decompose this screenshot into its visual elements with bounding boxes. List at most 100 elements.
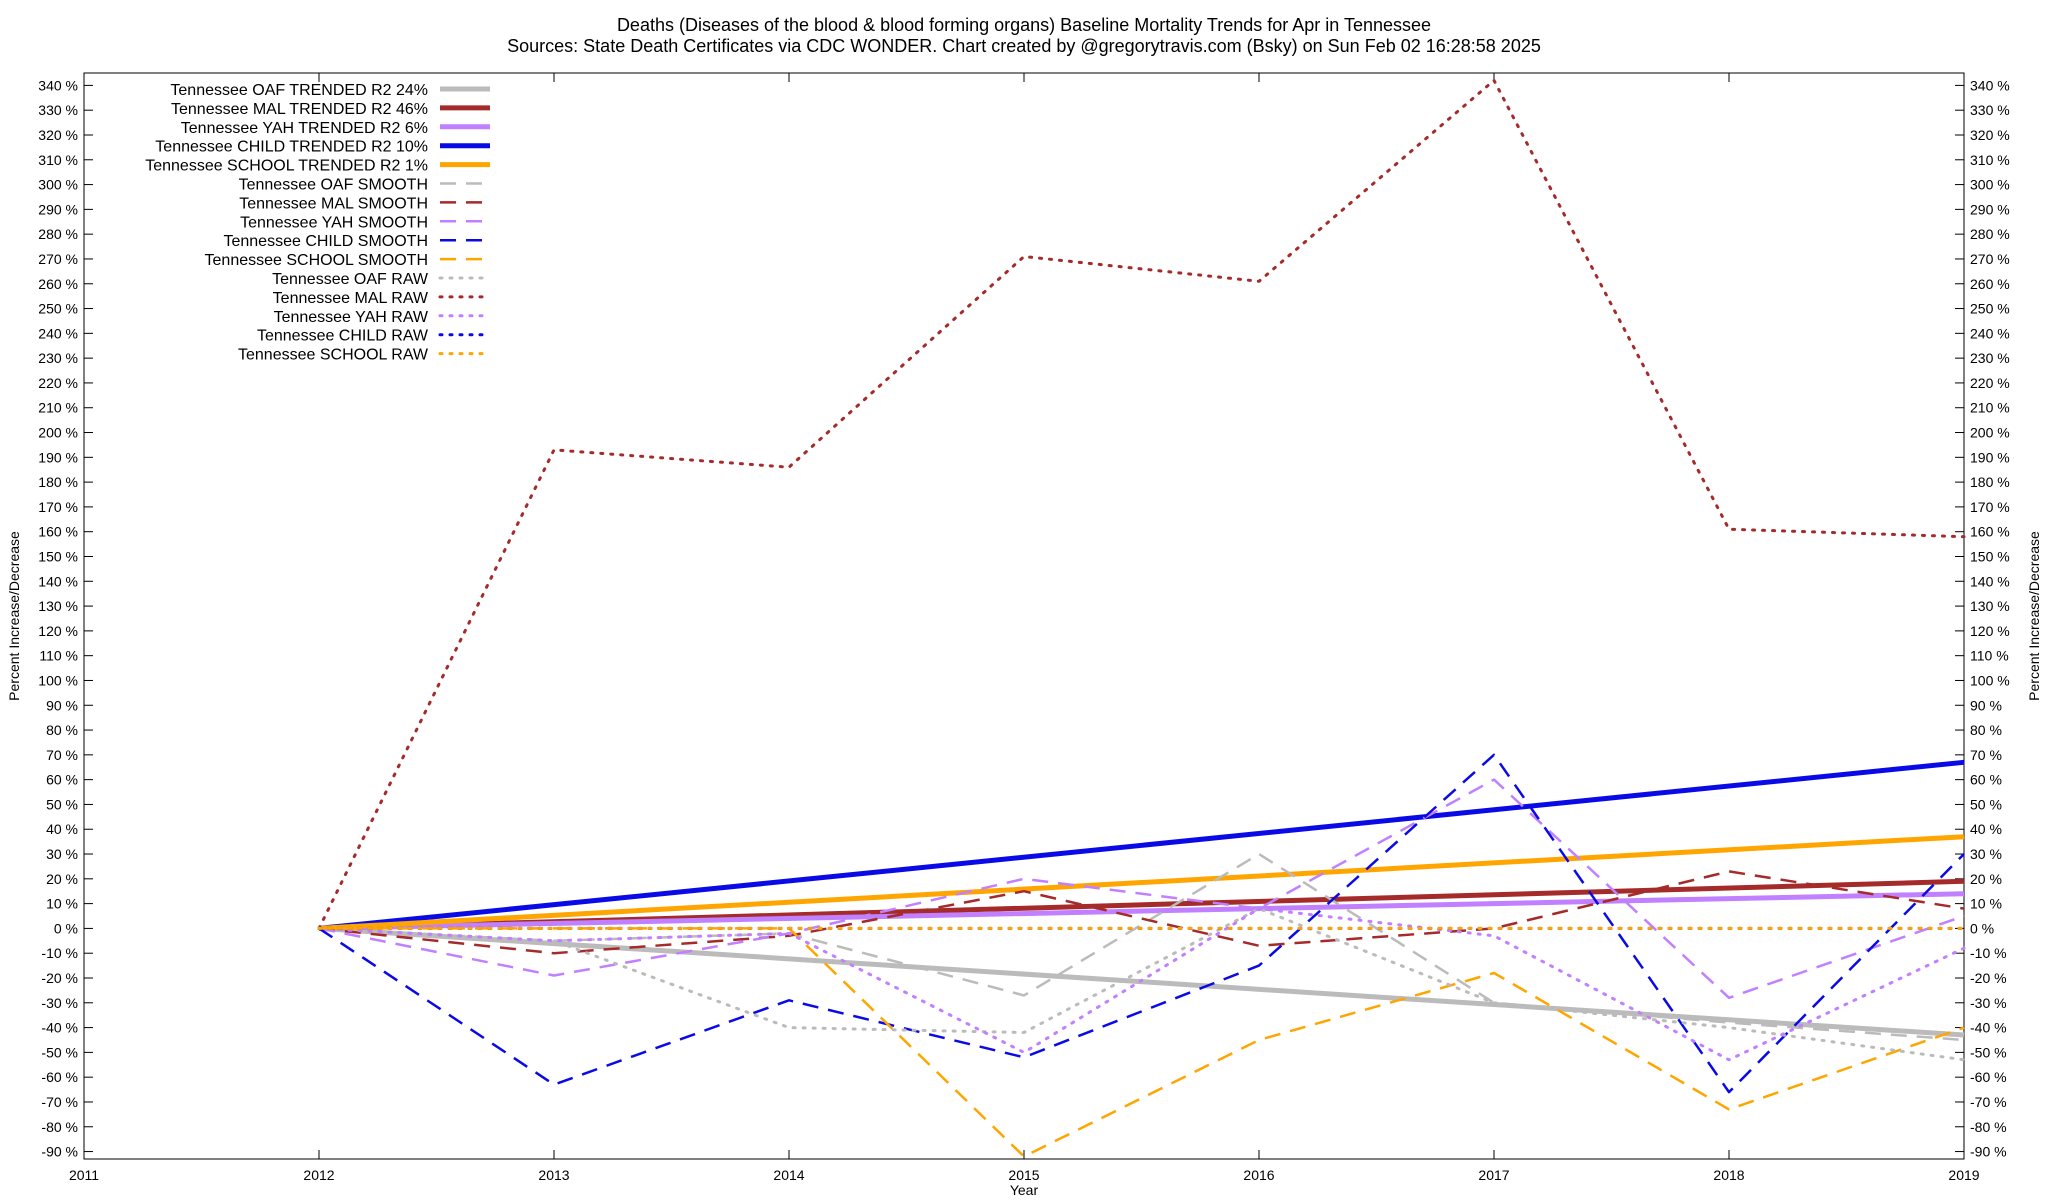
y-tick-label-right: 150 % (1970, 548, 2010, 564)
legend-entry-label: Tennessee MAL TRENDED R2 46% (171, 101, 428, 118)
y-tick-label-right: -70 % (1970, 1094, 2007, 1110)
chart-subtitle: Sources: State Death Certificates via CD… (507, 36, 1541, 56)
y-tick-label-left: 40 % (46, 821, 78, 837)
y-tick-label-left: 50 % (46, 796, 78, 812)
y-tick-label-right: 310 % (1970, 152, 2010, 168)
legend-entry-label: Tennessee MAL SMOOTH (239, 195, 428, 212)
y-tick-label-left: 130 % (38, 598, 78, 614)
y-tick-label-right: -10 % (1970, 945, 2007, 961)
y-tick-label-right: -20 % (1970, 970, 2007, 986)
y-tick-label-left: 90 % (46, 697, 78, 713)
y-tick-label-right: 300 % (1970, 177, 2010, 193)
y-tick-label-left: 230 % (38, 350, 78, 366)
y-tick-label-right: 220 % (1970, 375, 2010, 391)
y-tick-label-left: 300 % (38, 177, 78, 193)
legend-entry-label: Tennessee SCHOOL TRENDED R2 1% (145, 158, 428, 175)
y-tick-label-right: 340 % (1970, 77, 2010, 93)
y-tick-label-left: -40 % (41, 1020, 78, 1036)
y-tick-label-left: -80 % (41, 1119, 78, 1135)
series-line (318, 870, 1965, 955)
legend-entry-label: Tennessee YAH RAW (274, 309, 429, 326)
y-tick-label-right: -30 % (1970, 995, 2007, 1011)
x-tick-label: 2017 (1478, 1167, 1509, 1183)
legend-entry-label: Tennessee SCHOOL RAW (238, 347, 429, 364)
y-tick-label-right: 320 % (1970, 127, 2010, 143)
y-tick-label-left: 180 % (38, 474, 78, 490)
y-tick-label-right: 80 % (1970, 722, 2002, 738)
x-axis-ticks: 2011 2012 2013 2014 2015 2016 2017 2018 2019 (69, 73, 1980, 1183)
y-tick-label-left: 310 % (38, 152, 78, 168)
y-tick-label-right: 170 % (1970, 499, 2010, 515)
y-tick-label-right: 90 % (1970, 697, 2002, 713)
legend-entry-label: Tennessee SCHOOL SMOOTH (205, 252, 428, 269)
y-tick-label-left: -10 % (41, 945, 78, 961)
y-tick-label-left: 210 % (38, 400, 78, 416)
y-axis-title-left: Percent Increase/Decrease (6, 531, 22, 701)
y-tick-label-left: 20 % (46, 871, 78, 887)
x-tick-label: 2018 (1713, 1167, 1744, 1183)
y-tick-label-left: 330 % (38, 102, 78, 118)
x-tick-label: 2011 (69, 1167, 99, 1183)
x-axis-title: Year (1010, 1182, 1039, 1198)
y-tick-label-left: 60 % (46, 772, 78, 788)
y-axis-ticks: -90 % -90 % -80 % -80 % -70 % -70 % -60 % -60 %… (38, 77, 2009, 1159)
legend-entry-label: Tennessee OAF RAW (272, 271, 429, 288)
y-tick-label-right: -50 % (1970, 1044, 2007, 1060)
y-tick-label-right: -90 % (1970, 1144, 2007, 1160)
y-tick-label-right: -80 % (1970, 1119, 2007, 1135)
series-line (317, 78, 1966, 930)
y-tick-label-left: -30 % (41, 995, 78, 1011)
series-line (318, 753, 1965, 1094)
y-tick-label-left: 160 % (38, 524, 78, 540)
series-line (319, 927, 1965, 1158)
y-tick-label-right: 120 % (1970, 623, 2010, 639)
legend-entry-label: Tennessee YAH SMOOTH (240, 214, 428, 231)
y-tick-label-right: 270 % (1970, 251, 2010, 267)
y-tick-label-right: 60 % (1970, 772, 2002, 788)
y-tick-label-right: 130 % (1970, 598, 2010, 614)
y-tick-label-left: 100 % (38, 672, 78, 688)
series-line (318, 778, 1965, 1000)
y-tick-label-right: 100 % (1970, 672, 2010, 688)
y-tick-label-right: 110 % (1970, 648, 2009, 664)
y-tick-label-left: 70 % (46, 747, 78, 763)
y-tick-label-left: 190 % (38, 449, 78, 465)
y-tick-label-left: 10 % (46, 896, 78, 912)
y-tick-label-left: 80 % (46, 722, 78, 738)
y-tick-label-right: 0 % (1970, 920, 1994, 936)
y-tick-label-left: 170 % (38, 499, 78, 515)
y-tick-label-right: 280 % (1970, 226, 2010, 242)
x-tick-label: 2013 (538, 1167, 569, 1183)
y-tick-label-left: -90 % (41, 1144, 78, 1160)
x-tick-label: 2012 (303, 1167, 334, 1183)
series-line (318, 891, 1965, 931)
x-tick-label: 2014 (773, 1167, 804, 1183)
y-tick-label-left: 140 % (38, 573, 78, 589)
y-tick-label-left: 150 % (38, 548, 78, 564)
y-tick-label-right: -60 % (1970, 1069, 2007, 1085)
y-tick-label-right: 10 % (1970, 896, 2002, 912)
y-tick-label-right: 330 % (1970, 102, 2010, 118)
legend-entry-label: Tennessee CHILD SMOOTH (223, 233, 428, 250)
y-tick-label-left: 260 % (38, 276, 78, 292)
series-line (317, 907, 1966, 1062)
y-axis-title-right: Percent Increase/Decrease (2026, 531, 2042, 701)
legend-entry-label: Tennessee YAH TRENDED R2 6% (181, 120, 428, 137)
legend-entry-label: Tennessee OAF SMOOTH (239, 177, 428, 194)
y-tick-label-right: 70 % (1970, 747, 2002, 763)
y-tick-label-right: 180 % (1970, 474, 2010, 490)
y-tick-label-right: 50 % (1970, 796, 2002, 812)
legend: Tennessee OAF TRENDED R2 24% Tennessee MA… (145, 82, 492, 364)
y-tick-label-left: 280 % (38, 226, 78, 242)
y-tick-label-left: 30 % (46, 846, 78, 862)
y-tick-label-left: 220 % (38, 375, 78, 391)
series-line (318, 759, 1965, 931)
y-tick-label-left: 340 % (38, 77, 78, 93)
y-tick-label-right: 240 % (1970, 325, 2010, 341)
series-line (318, 834, 1965, 931)
legend-entry-label: Tennessee MAL RAW (273, 290, 429, 307)
y-tick-label-left: -50 % (41, 1044, 78, 1060)
x-tick-label: 2016 (1243, 1167, 1274, 1183)
y-tick-label-right: 190 % (1970, 449, 2010, 465)
